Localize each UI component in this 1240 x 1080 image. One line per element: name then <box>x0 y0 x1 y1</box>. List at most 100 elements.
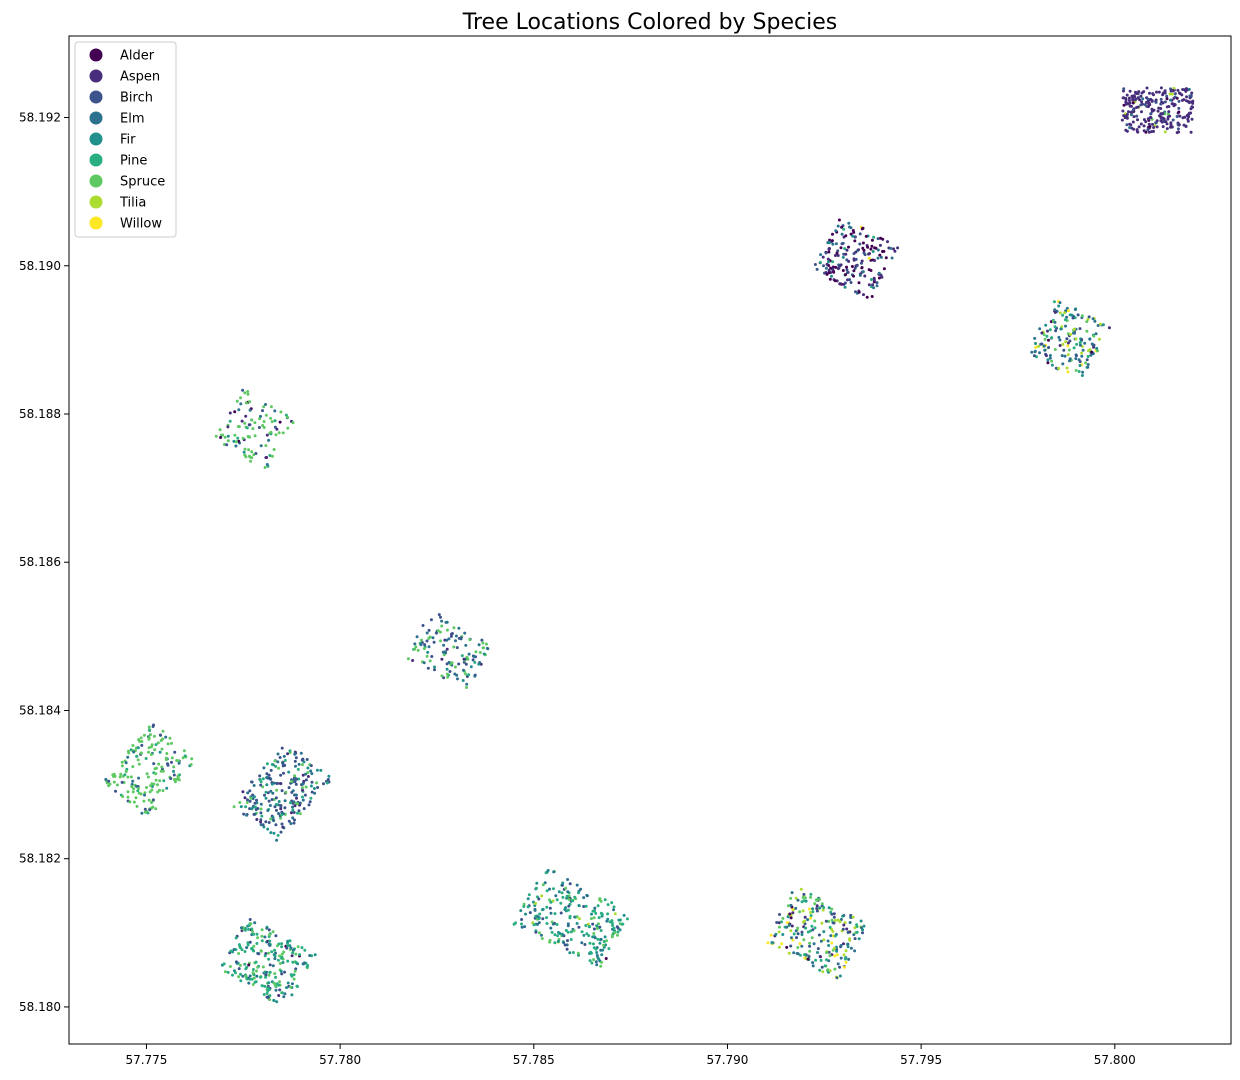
tree-point <box>1068 357 1072 361</box>
tree-point <box>120 764 124 768</box>
tree-point <box>840 242 844 246</box>
tree-point <box>293 774 297 778</box>
tree-point <box>811 928 815 932</box>
tree-point <box>247 927 250 931</box>
tree-point <box>827 944 831 947</box>
tree-point <box>867 283 871 287</box>
tree-point <box>253 801 257 805</box>
tree-point <box>272 448 276 451</box>
tree-point <box>253 921 257 925</box>
tree-point <box>861 931 864 935</box>
tree-point <box>559 901 563 905</box>
tree-point <box>300 758 304 762</box>
tree-point <box>255 942 259 945</box>
tree-point <box>292 973 296 977</box>
tree-point <box>434 631 438 635</box>
tree-point <box>298 812 302 816</box>
tree-point <box>827 271 831 275</box>
tree-point <box>893 249 897 253</box>
tree-point <box>149 784 153 788</box>
tree-point <box>567 897 571 901</box>
tree-point <box>464 643 468 647</box>
tree-point <box>1170 125 1174 129</box>
tree-point <box>582 896 586 900</box>
tree-point <box>851 915 855 919</box>
tree-point <box>152 762 156 766</box>
tree-point <box>882 267 886 271</box>
tree-point <box>1129 110 1133 114</box>
tree-point <box>1060 354 1064 358</box>
tree-point <box>599 929 603 932</box>
tree-point <box>455 673 459 677</box>
tree-point <box>310 790 314 794</box>
tree-point <box>273 805 277 809</box>
tree-point <box>1170 102 1174 106</box>
tree-point <box>854 257 858 261</box>
tree-point <box>860 227 864 231</box>
tree-point <box>275 808 278 812</box>
tree-point <box>838 974 842 978</box>
tree-point <box>818 897 821 901</box>
tree-point <box>785 925 789 929</box>
tree-point <box>272 798 276 801</box>
x-tick-label: 57.800 <box>1094 1053 1136 1067</box>
tree-point <box>264 456 268 460</box>
tree-point <box>312 787 316 790</box>
tree-point <box>153 748 157 752</box>
tree-point <box>843 957 847 961</box>
tree-point <box>557 931 560 934</box>
tree-point <box>534 902 537 905</box>
tree-point <box>278 988 282 992</box>
tree-point <box>471 658 475 662</box>
x-tick-label: 57.790 <box>706 1053 748 1067</box>
tree-point <box>846 945 850 949</box>
tree-point <box>1166 117 1170 121</box>
tree-point <box>795 936 798 940</box>
tree-point <box>290 780 294 783</box>
tree-point <box>267 951 271 955</box>
tree-point <box>309 764 313 768</box>
tree-point <box>526 897 530 901</box>
tree-point <box>798 942 802 946</box>
tree-point <box>1080 351 1084 355</box>
tree-point <box>597 916 601 920</box>
tree-point <box>268 970 272 974</box>
tree-point <box>305 965 309 969</box>
tree-point <box>821 255 825 259</box>
tree-point <box>810 936 814 940</box>
tree-point <box>880 275 884 279</box>
tree-point <box>152 782 156 786</box>
x-tick-label: 57.780 <box>319 1053 361 1067</box>
tree-point <box>560 891 564 895</box>
tree-point <box>280 952 284 956</box>
tree-point <box>442 643 446 647</box>
tree-point <box>860 266 864 270</box>
tree-point <box>214 434 218 438</box>
tree-point <box>858 232 862 236</box>
tree-point <box>828 247 831 251</box>
tree-point <box>1132 94 1136 98</box>
tree-point <box>132 750 136 754</box>
tree-point <box>1142 124 1146 128</box>
tree-point <box>455 646 459 650</box>
tree-point <box>842 914 846 917</box>
tree-point <box>170 756 174 760</box>
tree-point <box>1069 333 1072 336</box>
tree-point <box>244 414 248 418</box>
tree-point <box>551 922 555 926</box>
tree-point <box>262 766 266 770</box>
tree-point <box>843 247 847 251</box>
tree-point <box>270 763 274 766</box>
tree-point <box>853 239 857 243</box>
tree-point <box>294 782 298 786</box>
tree-point <box>622 913 626 917</box>
tree-point <box>592 916 596 920</box>
tree-point <box>237 975 241 979</box>
tree-point <box>454 639 457 643</box>
tree-point <box>1090 342 1094 346</box>
tree-point <box>807 955 811 959</box>
tree-point <box>252 453 256 457</box>
tree-point <box>827 260 830 264</box>
tree-point <box>1189 111 1193 115</box>
tree-point <box>561 881 565 885</box>
